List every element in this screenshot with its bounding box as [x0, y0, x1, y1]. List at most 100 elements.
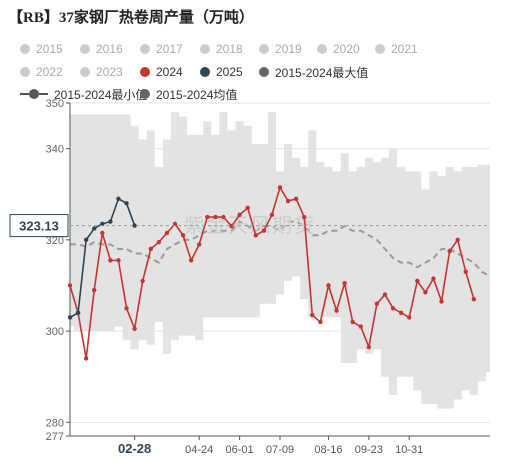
series-point-2024[interactable] [221, 214, 226, 220]
series-point-2024[interactable] [229, 223, 234, 229]
legend-item-2015-2024均值[interactable]: 2015-2024均值 [140, 85, 237, 103]
legend-marker-icon [20, 67, 30, 77]
series-point-2025[interactable] [67, 315, 73, 320]
series-point-2024[interactable] [269, 212, 275, 217]
legend-item-2023[interactable]: 2023 [80, 63, 123, 81]
legend-item-2024[interactable]: 2024 [140, 63, 183, 81]
legend-item-2020[interactable]: 2020 [317, 40, 360, 58]
series-point-2025[interactable] [124, 201, 129, 206]
series-point-2024[interactable] [172, 221, 178, 227]
legend-item-2015-2024最大值[interactable]: 2015-2024最大值 [259, 63, 368, 81]
series-point-2024[interactable] [374, 301, 380, 306]
legend-label: 2018 [216, 42, 243, 56]
legend-label: 2016 [96, 42, 123, 56]
legend-marker-icon [259, 44, 269, 54]
series-point-2024[interactable] [164, 230, 170, 236]
series-point-2024[interactable] [245, 205, 250, 211]
legend-item-2022[interactable]: 2022 [20, 63, 63, 81]
legend-item-2019[interactable]: 2019 [259, 40, 302, 58]
series-point-2024[interactable] [415, 278, 420, 284]
series-point-2024[interactable] [366, 344, 372, 350]
series-point-2024[interactable] [334, 308, 339, 313]
legend-marker-icon [140, 44, 150, 54]
series-point-2025[interactable] [92, 226, 97, 231]
series-point-2025[interactable] [116, 196, 121, 201]
legend-label: 2015 [36, 42, 63, 56]
series-point-2024[interactable] [342, 280, 347, 286]
series-point-2024[interactable] [310, 312, 315, 318]
legend-marker-icon [140, 89, 150, 99]
series-point-2024[interactable] [423, 290, 428, 295]
series-point-2024[interactable] [398, 310, 404, 316]
y-tick-label: 320 [46, 235, 64, 247]
legend-label: 2015-2024最小值 [54, 87, 148, 102]
series-point-2024[interactable] [455, 237, 460, 243]
series-point-2024[interactable] [302, 214, 307, 220]
pointer-label: 323.13 [19, 219, 59, 234]
series-point-2024[interactable] [188, 258, 194, 263]
legend-marker-icon [317, 44, 327, 54]
series-point-2024[interactable] [358, 324, 363, 329]
series-point-2024[interactable] [92, 287, 97, 293]
series-point-2024[interactable] [253, 233, 258, 238]
x-tick-label: 10-31 [395, 444, 423, 456]
series-point-2024[interactable] [471, 296, 477, 302]
series-point-2024[interactable] [237, 212, 242, 217]
legend-marker-icon [80, 44, 90, 54]
max-min-band [70, 112, 490, 409]
series-point-2024[interactable] [350, 319, 355, 325]
mean-line [70, 220, 491, 278]
legend-marker-icon [20, 44, 30, 54]
series-point-2024[interactable] [108, 258, 113, 263]
legend-marker-icon [20, 89, 48, 99]
y-tick-label: 350 [46, 98, 64, 110]
series-point-2024[interactable] [100, 230, 105, 236]
series-point-2025[interactable] [83, 237, 89, 243]
series-point-2024[interactable] [180, 233, 186, 238]
series-point-2024[interactable] [447, 249, 452, 254]
legend-item-2015[interactable]: 2015 [20, 40, 63, 58]
legend-item-2017[interactable]: 2017 [140, 40, 183, 58]
legend-item-2016[interactable]: 2016 [80, 40, 123, 58]
series-point-2025[interactable] [75, 310, 81, 316]
legend-item-2018[interactable]: 2018 [200, 40, 243, 58]
series-point-2024[interactable] [132, 326, 137, 332]
series-point-2024[interactable] [293, 196, 299, 201]
series-point-2025[interactable] [100, 221, 105, 227]
series-point-2024[interactable] [318, 319, 323, 325]
legend-item-2025[interactable]: 2025 [200, 63, 243, 81]
series-point-2024[interactable] [124, 306, 129, 311]
y-tick-label: 277 [46, 431, 64, 443]
series-point-2024[interactable] [156, 239, 162, 245]
series-point-2024[interactable] [277, 185, 283, 190]
series-point-2024[interactable] [148, 246, 153, 252]
x-tick-label: 07-09 [266, 444, 294, 456]
pointer-label-box [9, 214, 69, 238]
series-point-2024[interactable] [463, 269, 468, 274]
x-tick-label: 02-28 [118, 441, 151, 456]
series-point-2024[interactable] [285, 198, 291, 204]
series-point-2024[interactable] [116, 258, 121, 263]
series-point-2024[interactable] [439, 299, 444, 304]
series-point-2024[interactable] [213, 214, 218, 220]
y-tick-label: 300 [46, 326, 64, 338]
legend-label: 2021 [391, 42, 418, 56]
series-point-2024[interactable] [382, 292, 388, 297]
x-tick-label: 08-16 [314, 444, 342, 456]
series-point-2024[interactable] [197, 242, 202, 247]
legend-marker-icon [140, 67, 150, 77]
series-point-2024[interactable] [326, 283, 331, 288]
legend-item-2021[interactable]: 2021 [375, 40, 418, 58]
series-point-2024[interactable] [431, 276, 436, 281]
series-point-2024[interactable] [140, 278, 145, 284]
series-point-2024[interactable] [83, 356, 89, 361]
series-point-2024[interactable] [205, 214, 210, 220]
series-point-2025[interactable] [132, 223, 137, 228]
series-point-2024[interactable] [407, 315, 412, 320]
series-point-2024[interactable] [261, 228, 267, 233]
series-point-2024[interactable] [390, 306, 396, 311]
series-point-2025[interactable] [108, 219, 113, 224]
legend-item-2015-2024最小值[interactable]: 2015-2024最小值 [20, 85, 147, 103]
series-point-2024[interactable] [67, 283, 73, 288]
